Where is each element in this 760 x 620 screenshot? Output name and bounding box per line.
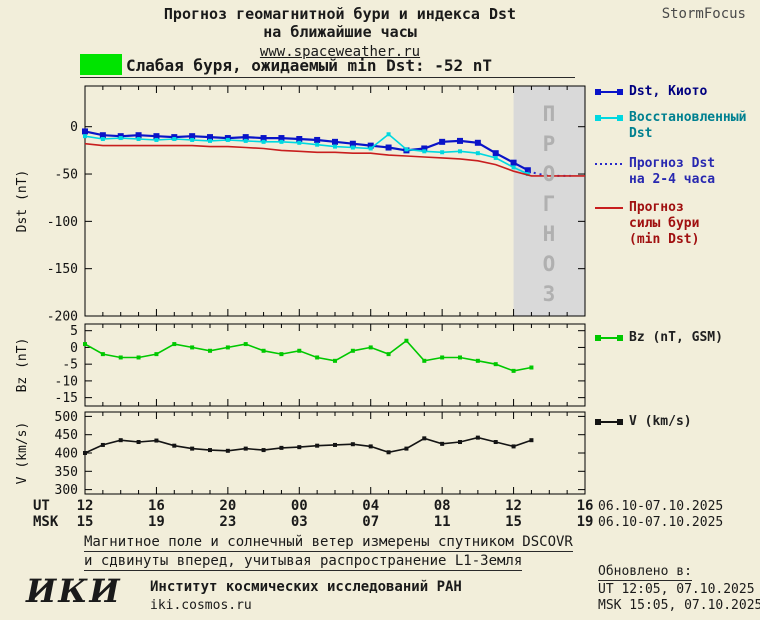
msk-tick-5: 11 — [433, 514, 451, 530]
y-tick-label: 300 — [55, 483, 78, 498]
storm-alert-text: Слабая буря, ожидаемый min Dst: -52 nT — [126, 56, 493, 75]
ut-axis-label: UT — [33, 498, 50, 514]
y-tick-label: 0 — [70, 341, 78, 356]
legend-swatch-bz — [595, 335, 623, 341]
y-tick-label: -10 — [55, 374, 78, 389]
ut-tick-4: 04 — [362, 498, 380, 514]
title-line2: на ближайшие часы — [263, 23, 417, 41]
y-tick-label: -15 — [55, 391, 78, 406]
v-chart: 500 450 400 350 300 V (km/s) — [15, 410, 586, 498]
legend-label-dst-kyoto: Dst, Киото — [629, 84, 708, 99]
legend-swatch-recon-dst — [595, 115, 623, 121]
legend-label-bz: Bz (nT, GSM) — [629, 330, 723, 345]
ut-tick-2: 20 — [219, 498, 237, 514]
spaceweather-link[interactable]: www.spaceweather.ru — [259, 44, 421, 60]
y-tick-label: 5 — [70, 324, 78, 339]
title-line1: Прогноз геомагнитной бури и индекса Dst — [163, 5, 517, 23]
alert-divider — [80, 77, 575, 78]
updated-label: Обновлено в: — [598, 564, 692, 581]
y-tick-label: 350 — [55, 465, 78, 480]
series-line — [84, 142, 585, 177]
legend-swatch-forecast-storm — [595, 207, 623, 209]
msk-axis-row: MSK 15 19 23 03 07 11 15 19 — [0, 514, 600, 530]
ut-tick-0: 12 — [76, 498, 94, 514]
y-tick-label: 450 — [55, 428, 78, 443]
legend-recon-dst: Восстановленный Dst — [594, 110, 746, 142]
msk-tick-3: 03 — [290, 514, 308, 530]
y-tick-label: -5 — [62, 358, 78, 373]
legend-label-forecast-dst: Прогноз Dst на 2-4 часа — [629, 156, 716, 187]
legend-swatch-dst-kyoto — [595, 89, 623, 95]
y-axis-title: Bz (nT) — [15, 338, 30, 393]
iki-logo: ИКИ — [26, 572, 122, 610]
footnote-line1: Магнитное поле и солнечный ветер измерен… — [84, 534, 573, 552]
msk-tick-2: 23 — [219, 514, 237, 530]
plot-frame — [84, 411, 586, 495]
y-tick-label: -50 — [55, 168, 78, 183]
msk-tick-4: 07 — [362, 514, 380, 530]
legend-forecast-dst: Прогноз Dst на 2-4 часа — [594, 156, 715, 188]
updated-time-ut: UT 12:05, 07.10.2025 — [598, 582, 755, 597]
ut-tick-5: 08 — [433, 498, 451, 514]
forecast-band — [513, 86, 585, 316]
legend-label-forecast-storm: Прогноз силы бури (min Dst) — [629, 200, 700, 247]
series-line — [84, 436, 532, 454]
legend-dst-kyoto: Dst, Киото — [594, 84, 707, 100]
legend: Dst, Киото Восстановленный Dst Прогноз Dst н… — [594, 84, 758, 516]
iki-site-link[interactable]: iki.cosmos.ru — [150, 598, 252, 613]
legend-swatch-v — [595, 419, 623, 425]
brand-label: StormFocus — [661, 6, 746, 22]
plot-frame — [84, 85, 586, 317]
page-title: Прогноз геомагнитной бури и индекса Dst … — [60, 5, 620, 60]
legend-forecast-storm: Прогноз силы бури (min Dst) — [594, 200, 699, 248]
y-axis-title: V (km/s) — [15, 422, 30, 485]
date-range-ut: 06.10-07.10.2025 — [598, 499, 724, 514]
storm-level-swatch — [80, 54, 122, 75]
footnote-line2: и сдвинуты вперед, учитывая распростране… — [84, 553, 523, 571]
updated-time-msk: MSK 15:05, 07.10.2025 — [598, 598, 760, 613]
msk-tick-7: 19 — [576, 514, 594, 530]
y-tick-label: 0 — [70, 120, 78, 135]
y-tick-label: 400 — [55, 447, 78, 462]
forecast-band-label: ПРОГНОЗ — [537, 102, 561, 312]
ut-tick-7: 16 — [576, 498, 594, 514]
y-tick-label: -150 — [47, 262, 78, 277]
y-tick-label: 500 — [55, 410, 78, 425]
legend-v: V (km/s) — [594, 414, 692, 430]
legend-label-recon-dst: Восстановленный Dst — [629, 110, 747, 141]
institute-name: Институт космических исследований РАН — [150, 579, 462, 595]
msk-axis-label: MSK — [33, 514, 59, 530]
ut-tick-6: 12 — [505, 498, 522, 514]
series-line — [84, 133, 529, 175]
ut-tick-3: 00 — [290, 498, 308, 514]
series-line — [84, 339, 532, 372]
legend-swatch-forecast-dst — [595, 163, 623, 165]
y-axis-title: Dst (nT) — [15, 170, 30, 233]
ut-axis-row: UT 12 16 20 00 04 08 12 16 — [0, 498, 600, 514]
ut-tick-1: 16 — [147, 498, 165, 514]
y-tick-label: -200 — [47, 310, 78, 323]
plot-frame — [84, 323, 586, 407]
date-range-msk: 06.10-07.10.2025 — [598, 515, 724, 530]
msk-tick-1: 19 — [147, 514, 165, 530]
msk-tick-0: 15 — [76, 514, 94, 530]
bz-chart: 5 0 -5-10 -15 Bz (nT) — [15, 323, 586, 407]
y-tick-label: -100 — [47, 215, 78, 230]
dst-chart: 0 -50 -100 -150 -200 Dst (nT) — [15, 85, 586, 323]
legend-label-v: V (km/s) — [629, 414, 692, 429]
msk-tick-6: 15 — [505, 514, 522, 530]
legend-bz: Bz (nT, GSM) — [594, 330, 723, 346]
